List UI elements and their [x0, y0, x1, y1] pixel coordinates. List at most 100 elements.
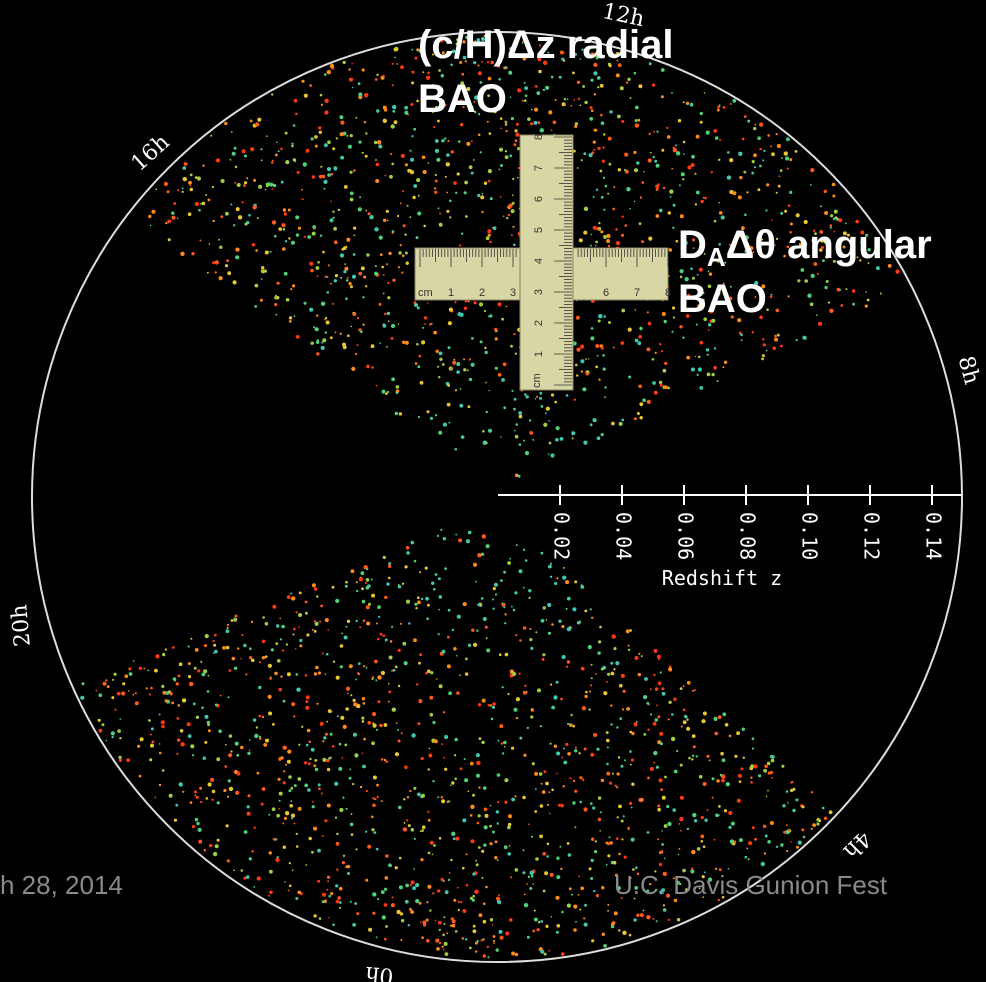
galaxy-dot: [253, 178, 257, 182]
galaxy-dot: [344, 263, 346, 265]
galaxy-dot: [582, 85, 585, 88]
galaxy-dot: [304, 600, 308, 604]
galaxy-dot: [662, 904, 666, 907]
galaxy-dot: [301, 188, 303, 191]
galaxy-dot: [449, 367, 453, 371]
galaxy-dot: [654, 351, 657, 354]
galaxy-dot: [514, 952, 519, 957]
galaxy-dot: [293, 315, 296, 317]
galaxy-dot: [600, 667, 604, 671]
galaxy-dot: [617, 63, 622, 68]
galaxy-dot: [279, 638, 283, 641]
galaxy-dot: [725, 782, 730, 787]
ruler-number: 8: [665, 287, 671, 299]
galaxy-dot: [762, 254, 765, 257]
galaxy-dot: [672, 203, 676, 207]
galaxy-dot: [416, 178, 421, 183]
galaxy-dot: [321, 341, 324, 344]
galaxy-dot: [687, 293, 690, 297]
galaxy-dot: [555, 438, 559, 442]
galaxy-dot: [744, 213, 747, 217]
galaxy-dot: [667, 821, 672, 827]
galaxy-dot: [590, 677, 593, 680]
galaxy-dot: [775, 308, 780, 313]
galaxy-dot: [686, 355, 691, 360]
galaxy-dot: [244, 222, 248, 226]
galaxy-dot: [596, 747, 600, 751]
galaxy-dot: [519, 639, 522, 642]
galaxy-dot: [438, 837, 442, 840]
galaxy-dot: [613, 668, 616, 671]
galaxy-dot: [396, 63, 398, 65]
galaxy-dot: [579, 908, 582, 911]
galaxy-dot: [472, 894, 476, 898]
galaxy-dot: [518, 443, 522, 446]
galaxy-dot: [611, 634, 616, 639]
galaxy-dot: [581, 48, 584, 51]
galaxy-dot: [714, 731, 718, 736]
galaxy-dot: [655, 765, 660, 769]
galaxy-dot: [285, 763, 287, 766]
galaxy-dot: [324, 819, 328, 823]
galaxy-dot: [559, 845, 562, 848]
galaxy-dot: [545, 412, 547, 415]
galaxy-dot: [461, 937, 464, 940]
galaxy-dot: [539, 834, 543, 839]
galaxy-dot: [615, 73, 620, 78]
galaxy-dot: [326, 767, 331, 772]
galaxy-dot: [413, 868, 416, 870]
galaxy-dot: [366, 364, 370, 369]
galaxy-dot: [204, 714, 209, 719]
galaxy-dot: [459, 674, 461, 676]
galaxy-dot: [225, 824, 229, 828]
galaxy-dot: [167, 238, 171, 242]
galaxy-dot: [630, 837, 635, 842]
galaxy-dot: [150, 733, 153, 736]
galaxy-dot: [329, 732, 333, 736]
galaxy-dot: [597, 796, 602, 800]
axis-tick-label: 0.08: [736, 512, 760, 560]
galaxy-dot: [622, 815, 625, 818]
galaxy-dot: [633, 918, 637, 922]
galaxy-dot: [595, 673, 597, 675]
galaxy-dot: [497, 739, 500, 742]
galaxy-dot: [421, 340, 426, 345]
galaxy-dot: [342, 854, 346, 857]
galaxy-dot: [388, 682, 390, 685]
galaxy-dot: [370, 578, 373, 581]
galaxy-dot: [473, 642, 478, 648]
galaxy-dot: [295, 233, 300, 237]
galaxy-dot: [519, 736, 523, 740]
galaxy-dot: [311, 231, 316, 236]
galaxy-dot: [628, 375, 632, 379]
galaxy-dot: [802, 835, 806, 839]
galaxy-dot: [584, 609, 588, 613]
galaxy-dot: [253, 826, 256, 829]
galaxy-dot: [494, 840, 498, 844]
galaxy-dot: [779, 169, 783, 172]
galaxy-dot: [508, 203, 513, 208]
galaxy-dot: [177, 189, 180, 192]
galaxy-dot: [194, 648, 199, 652]
galaxy-dot: [411, 48, 414, 51]
galaxy-dot: [659, 343, 662, 346]
galaxy-dot: [207, 729, 211, 733]
galaxy-dot: [319, 93, 323, 97]
galaxy-dot: [351, 366, 356, 371]
galaxy-dot: [511, 797, 515, 802]
galaxy-dot: [512, 177, 515, 180]
galaxy-dot: [646, 701, 650, 705]
galaxy-dot: [634, 123, 640, 128]
galaxy-dot: [350, 833, 354, 836]
galaxy-dot: [500, 579, 503, 582]
galaxy-dot: [689, 102, 694, 107]
galaxy-dot: [228, 753, 233, 758]
galaxy-dot: [249, 656, 253, 660]
galaxy-dot: [697, 355, 701, 359]
galaxy-dot: [164, 699, 168, 703]
galaxy-dot: [422, 920, 427, 925]
galaxy-dot: [455, 42, 459, 46]
galaxy-dot: [398, 856, 402, 860]
galaxy-dot: [118, 755, 122, 760]
galaxy-dot: [660, 68, 665, 72]
